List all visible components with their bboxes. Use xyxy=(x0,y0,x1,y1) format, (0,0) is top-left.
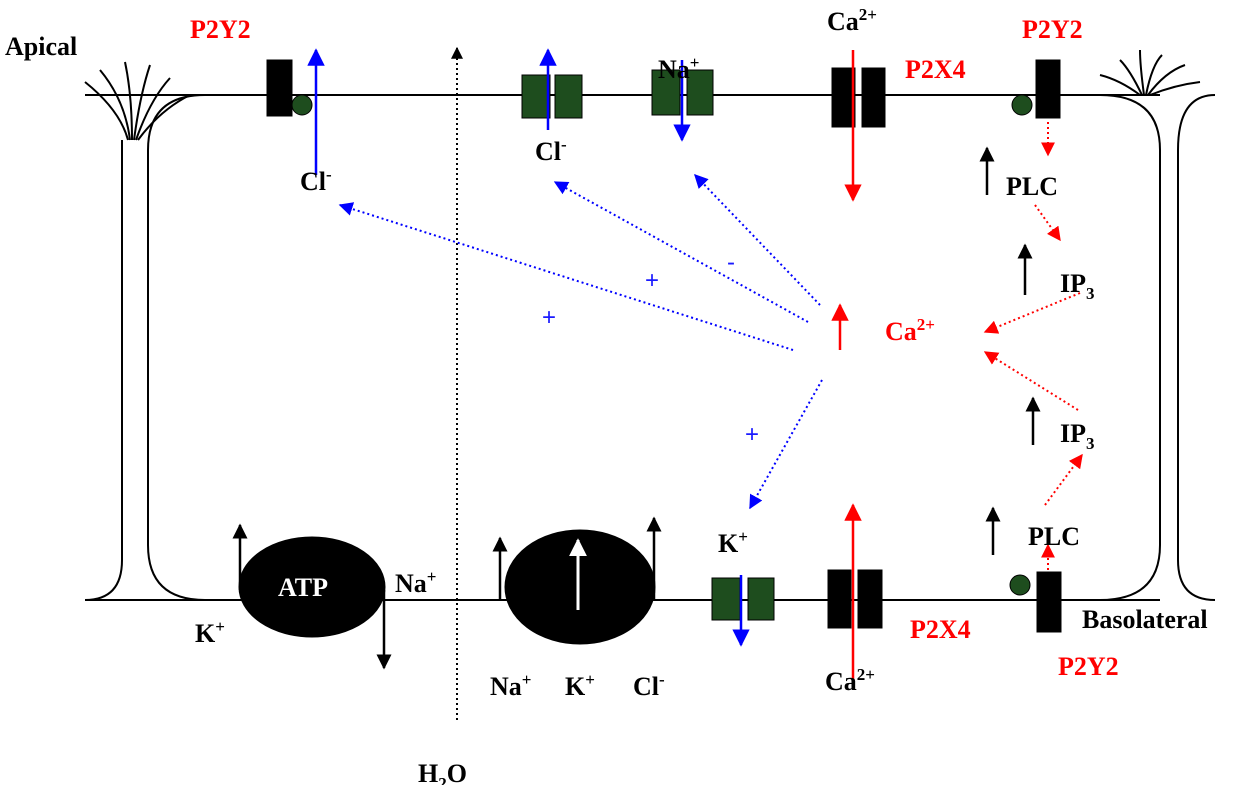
effect-sign: - xyxy=(727,249,735,276)
label-part: 2+ xyxy=(859,5,877,24)
ion-label: Na+ xyxy=(490,670,531,701)
label-part: 3 xyxy=(1086,284,1095,303)
label-part: Ca xyxy=(827,7,859,36)
ion-label: Cl- xyxy=(535,135,567,166)
label-part: + xyxy=(738,527,748,546)
label-part: + xyxy=(690,53,700,72)
ion-label: K+ xyxy=(195,617,225,648)
label-part: K xyxy=(718,529,739,558)
effect-sign: + xyxy=(745,421,759,448)
receptor-label: P2Y2 xyxy=(1022,15,1083,44)
ion-label: Cl- xyxy=(633,670,665,701)
label-part: + xyxy=(215,617,225,636)
label-part: Cl xyxy=(300,167,326,196)
label-part: IP xyxy=(1060,419,1086,448)
membranes xyxy=(84,49,1216,601)
label-part: - xyxy=(326,165,332,184)
labels: Apical Basolateral P2Y2 P2Y2 P2X4 P2X4 P… xyxy=(5,15,1208,681)
ion-label: IP3 xyxy=(1060,419,1095,453)
ion-label: IP3 xyxy=(1060,269,1095,303)
ion-labels: Cl-Cl-Na+Ca2+Ca2+Ca2+Na+K+Na+ K+ Cl-K+H2OI… xyxy=(195,5,1095,785)
arrows xyxy=(232,48,1041,680)
label-part: 2+ xyxy=(917,315,935,334)
ion-label: Ca2+ xyxy=(885,315,935,346)
pump-label: ATP xyxy=(278,573,328,602)
label-part: - xyxy=(561,135,567,154)
label-part: H xyxy=(418,759,438,785)
label-part: Ca xyxy=(885,317,917,346)
receptor-label: P2Y2 xyxy=(190,15,251,44)
ion-label: K+ xyxy=(718,527,748,558)
ion-label: H2O xyxy=(418,759,467,785)
label-part: Na xyxy=(490,672,522,701)
ion-label: Ca2+ xyxy=(827,5,877,36)
dotted-arrows xyxy=(338,122,1083,570)
effect-sign: + xyxy=(645,267,659,294)
label-part: + xyxy=(522,670,532,689)
label-part: IP xyxy=(1060,269,1086,298)
ion-label: Na+ xyxy=(658,53,699,84)
label-part: Cl xyxy=(535,137,561,166)
ion-label: K+ xyxy=(565,670,595,701)
effect-sign: + xyxy=(542,304,556,331)
channels xyxy=(238,59,1062,645)
enzyme-label: PLC xyxy=(1028,522,1080,551)
receptor-label: P2X4 xyxy=(910,615,971,644)
label-part: Cl xyxy=(633,672,659,701)
label-part: + xyxy=(585,670,595,689)
label-part: Na xyxy=(395,569,427,598)
ion-label: Cl- xyxy=(300,165,332,196)
ion-label: Ca2+ xyxy=(825,665,875,696)
label-part: Na xyxy=(658,55,690,84)
label-part: - xyxy=(659,670,665,689)
label-part: K xyxy=(195,619,216,648)
enzyme-label: PLC xyxy=(1006,172,1058,201)
ion-label: Na+ xyxy=(395,567,436,598)
label-part: K xyxy=(565,672,586,701)
label-part: 3 xyxy=(1086,434,1095,453)
label-part: 2+ xyxy=(857,665,875,684)
label-part: Ca xyxy=(825,667,857,696)
receptor-label: P2X4 xyxy=(905,55,966,84)
region-label: Apical xyxy=(5,32,77,61)
label-part: 2 xyxy=(438,774,447,785)
label-part: + xyxy=(427,567,437,586)
receptor-label: P2Y2 xyxy=(1058,652,1119,681)
label-part: O xyxy=(447,759,467,785)
region-label: Basolateral xyxy=(1082,605,1208,634)
